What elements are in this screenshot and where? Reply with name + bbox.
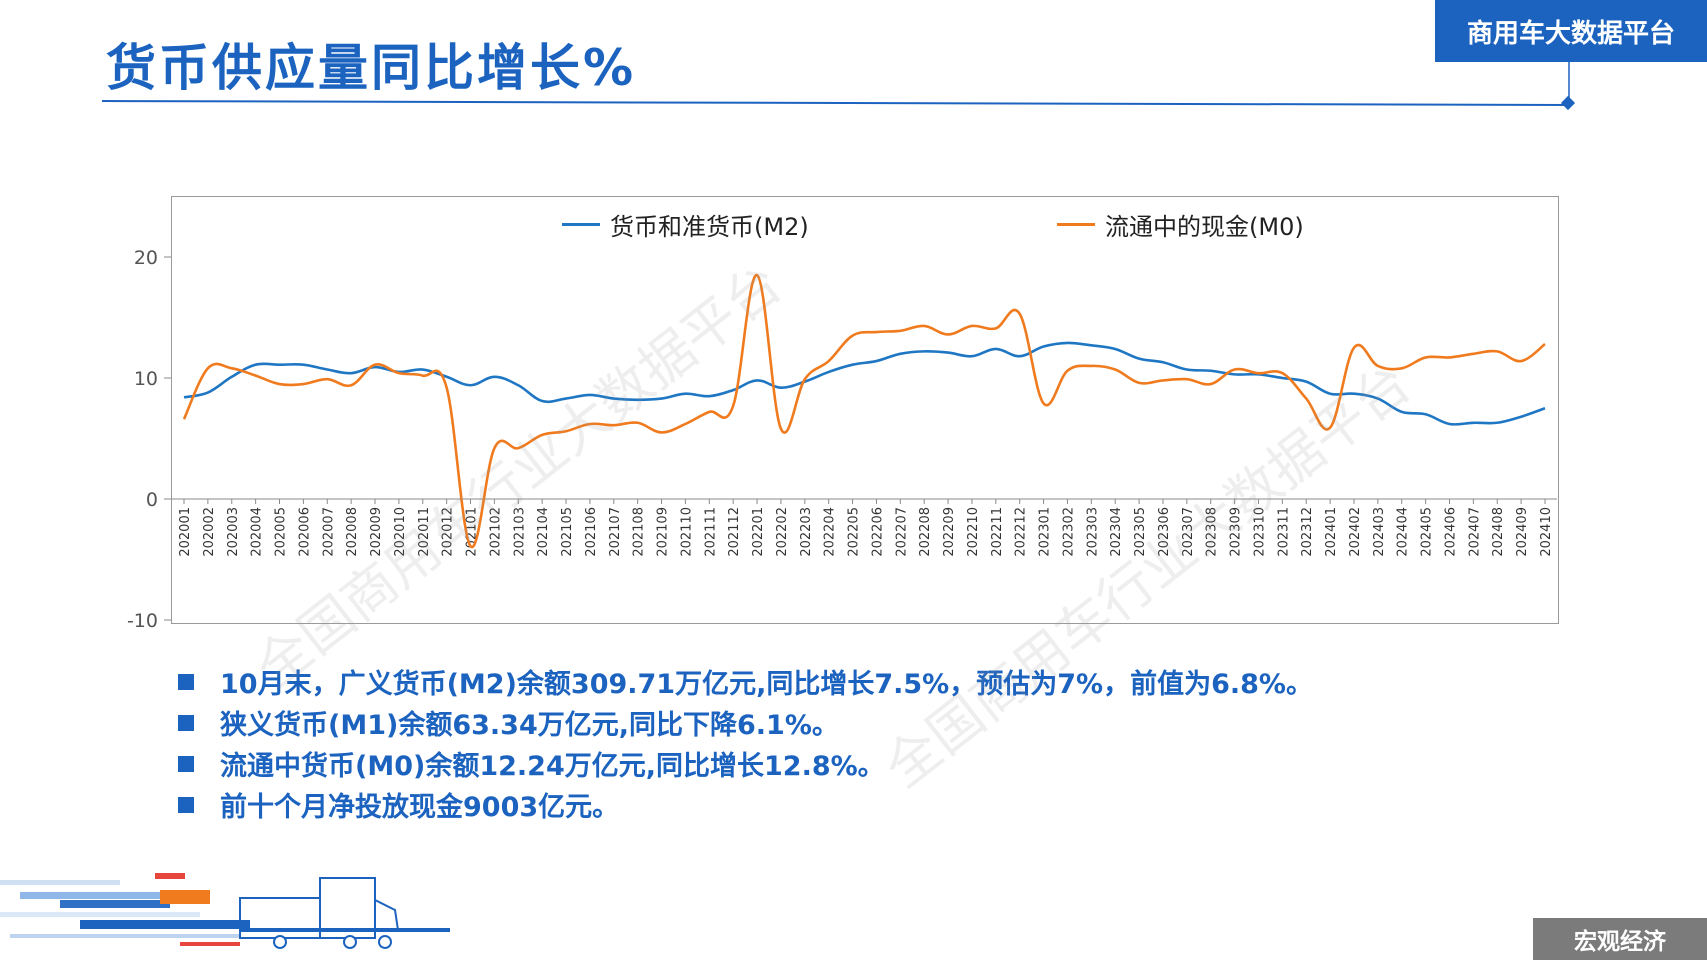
bullet-marker bbox=[178, 714, 194, 731]
x-tick-label: 202203 bbox=[799, 507, 814, 557]
x-tick-label: 202409 bbox=[1515, 507, 1530, 557]
x-tick-label: 202007 bbox=[321, 507, 336, 557]
x-tick-label: 202312 bbox=[1300, 507, 1315, 557]
x-tick-label: 202005 bbox=[274, 507, 289, 557]
legend-swatch-m0 bbox=[1057, 223, 1095, 226]
x-tick-label: 202301 bbox=[1038, 507, 1053, 557]
legend-swatch-m2 bbox=[562, 223, 600, 226]
bullet-text: 前十个月净投放现金9003亿元。 bbox=[220, 792, 620, 823]
x-tick-label: 202102 bbox=[488, 507, 503, 557]
x-tick-label: 202212 bbox=[1014, 507, 1029, 557]
x-tick-label: 202012 bbox=[441, 507, 456, 557]
x-tick-label: 202201 bbox=[751, 507, 766, 557]
section-badge: 宏观经济 bbox=[1533, 918, 1707, 960]
y-tick-label: 20 bbox=[134, 247, 158, 269]
x-tick-label: 202002 bbox=[202, 507, 217, 557]
legend-label-m2: 货币和准货币(M2) bbox=[610, 213, 809, 241]
x-tick-label: 202410 bbox=[1539, 507, 1554, 557]
x-tick-label: 202305 bbox=[1133, 507, 1148, 557]
x-tick-label: 202006 bbox=[297, 507, 312, 557]
bullet-text: 流通中货币(M0)余额12.24万亿元,同比增长12.8%。 bbox=[220, 751, 885, 782]
chart-legend: 货币和准货币(M2) 流通中的现金(M0) bbox=[0, 207, 1707, 243]
x-tick-label: 202304 bbox=[1109, 507, 1124, 557]
x-tick-label: 202202 bbox=[775, 507, 790, 557]
x-tick-label: 202009 bbox=[369, 507, 384, 557]
brand-badge: 商用车大数据平台 bbox=[1435, 0, 1707, 62]
x-tick-label: 202402 bbox=[1348, 507, 1363, 557]
series-line-m0 bbox=[182, 273, 1546, 549]
x-tick-label: 202003 bbox=[226, 507, 241, 557]
x-tick-label: 202303 bbox=[1085, 507, 1100, 557]
x-tick-label: 202109 bbox=[656, 507, 671, 557]
bullet-item: 前十个月净投放现金9003亿元。 bbox=[178, 784, 1313, 825]
x-tick-label: 202210 bbox=[966, 507, 981, 557]
x-tick-label: 202309 bbox=[1229, 507, 1244, 557]
x-tick-label: 202010 bbox=[393, 507, 408, 557]
x-tick-label: 202110 bbox=[679, 507, 694, 557]
title-underline bbox=[101, 62, 1576, 111]
x-tick-label: 202108 bbox=[632, 507, 647, 557]
x-tick-label: 202011 bbox=[417, 507, 432, 557]
x-tick-label: 202004 bbox=[250, 507, 265, 557]
x-tick-label: 202310 bbox=[1252, 507, 1267, 557]
x-tick-label: 202208 bbox=[918, 507, 933, 557]
bullet-item: 流通中货币(M0)余额12.24万亿元,同比增长12.8%。 bbox=[178, 743, 1313, 784]
x-tick-label: 202106 bbox=[584, 507, 599, 557]
x-tick-label: 202111 bbox=[703, 507, 718, 557]
summary-bullets: 10月末，广义货币(M2)余额309.71万亿元,同比增长7.5%，预估为7%，… bbox=[178, 661, 1313, 825]
x-tick-label: 202404 bbox=[1396, 507, 1411, 557]
x-tick-label: 202001 bbox=[178, 507, 193, 557]
bullet-marker bbox=[178, 673, 194, 690]
y-tick-label: 0 bbox=[146, 489, 158, 511]
series-line-m2 bbox=[183, 341, 1546, 426]
bullet-text: 狭义货币(M1)余额63.34万亿元,同比下降6.1%。 bbox=[220, 710, 839, 741]
x-tick-label: 202403 bbox=[1372, 507, 1387, 557]
x-tick-label: 202302 bbox=[1061, 507, 1076, 557]
x-tick-label: 202408 bbox=[1491, 507, 1506, 557]
x-tick-label: 202407 bbox=[1467, 507, 1482, 557]
x-tick-label: 202103 bbox=[512, 507, 527, 557]
x-tick-label: 202104 bbox=[536, 507, 551, 557]
x-tick-label: 202207 bbox=[894, 507, 909, 557]
bullet-item: 10月末，广义货币(M2)余额309.71万亿元,同比增长7.5%，预估为7%，… bbox=[178, 661, 1313, 702]
x-tick-label: 202308 bbox=[1205, 507, 1220, 557]
x-tick-label: 202211 bbox=[990, 507, 1005, 557]
x-tick-label: 202205 bbox=[847, 507, 862, 557]
bullet-text: 10月末，广义货币(M2)余额309.71万亿元,同比增长7.5%，预估为7%，… bbox=[220, 669, 1313, 700]
page-title: 货币供应量同比增长% bbox=[106, 39, 637, 97]
x-tick-label: 202209 bbox=[942, 507, 957, 557]
bullet-marker bbox=[178, 796, 194, 813]
legend-item-m2: 货币和准货币(M2) bbox=[562, 207, 809, 242]
y-tick-label: 10 bbox=[134, 368, 158, 390]
x-tick-label: 202311 bbox=[1276, 507, 1291, 557]
bullet-item: 狭义货币(M1)余额63.34万亿元,同比下降6.1%。 bbox=[178, 702, 1313, 743]
legend-item-m0: 流通中的现金(M0) bbox=[1057, 207, 1304, 242]
x-tick-label: 202105 bbox=[560, 507, 575, 557]
x-tick-label: 202112 bbox=[727, 507, 742, 557]
x-tick-label: 202204 bbox=[823, 507, 838, 557]
x-tick-label: 202008 bbox=[345, 507, 360, 557]
chart-frame bbox=[171, 196, 1559, 624]
x-tick-label: 202107 bbox=[608, 507, 623, 557]
x-tick-label: 202307 bbox=[1181, 507, 1196, 557]
truck-speed-illustration bbox=[0, 873, 450, 949]
bullet-marker bbox=[178, 755, 194, 772]
x-tick-label: 202206 bbox=[870, 507, 885, 557]
x-tick-label: 202405 bbox=[1420, 507, 1435, 557]
legend-label-m0: 流通中的现金(M0) bbox=[1105, 213, 1304, 241]
x-tick-label: 202306 bbox=[1157, 507, 1172, 557]
y-tick-label: -10 bbox=[127, 610, 158, 632]
x-tick-label: 202401 bbox=[1324, 507, 1339, 557]
x-tick-label: 202406 bbox=[1443, 507, 1458, 557]
